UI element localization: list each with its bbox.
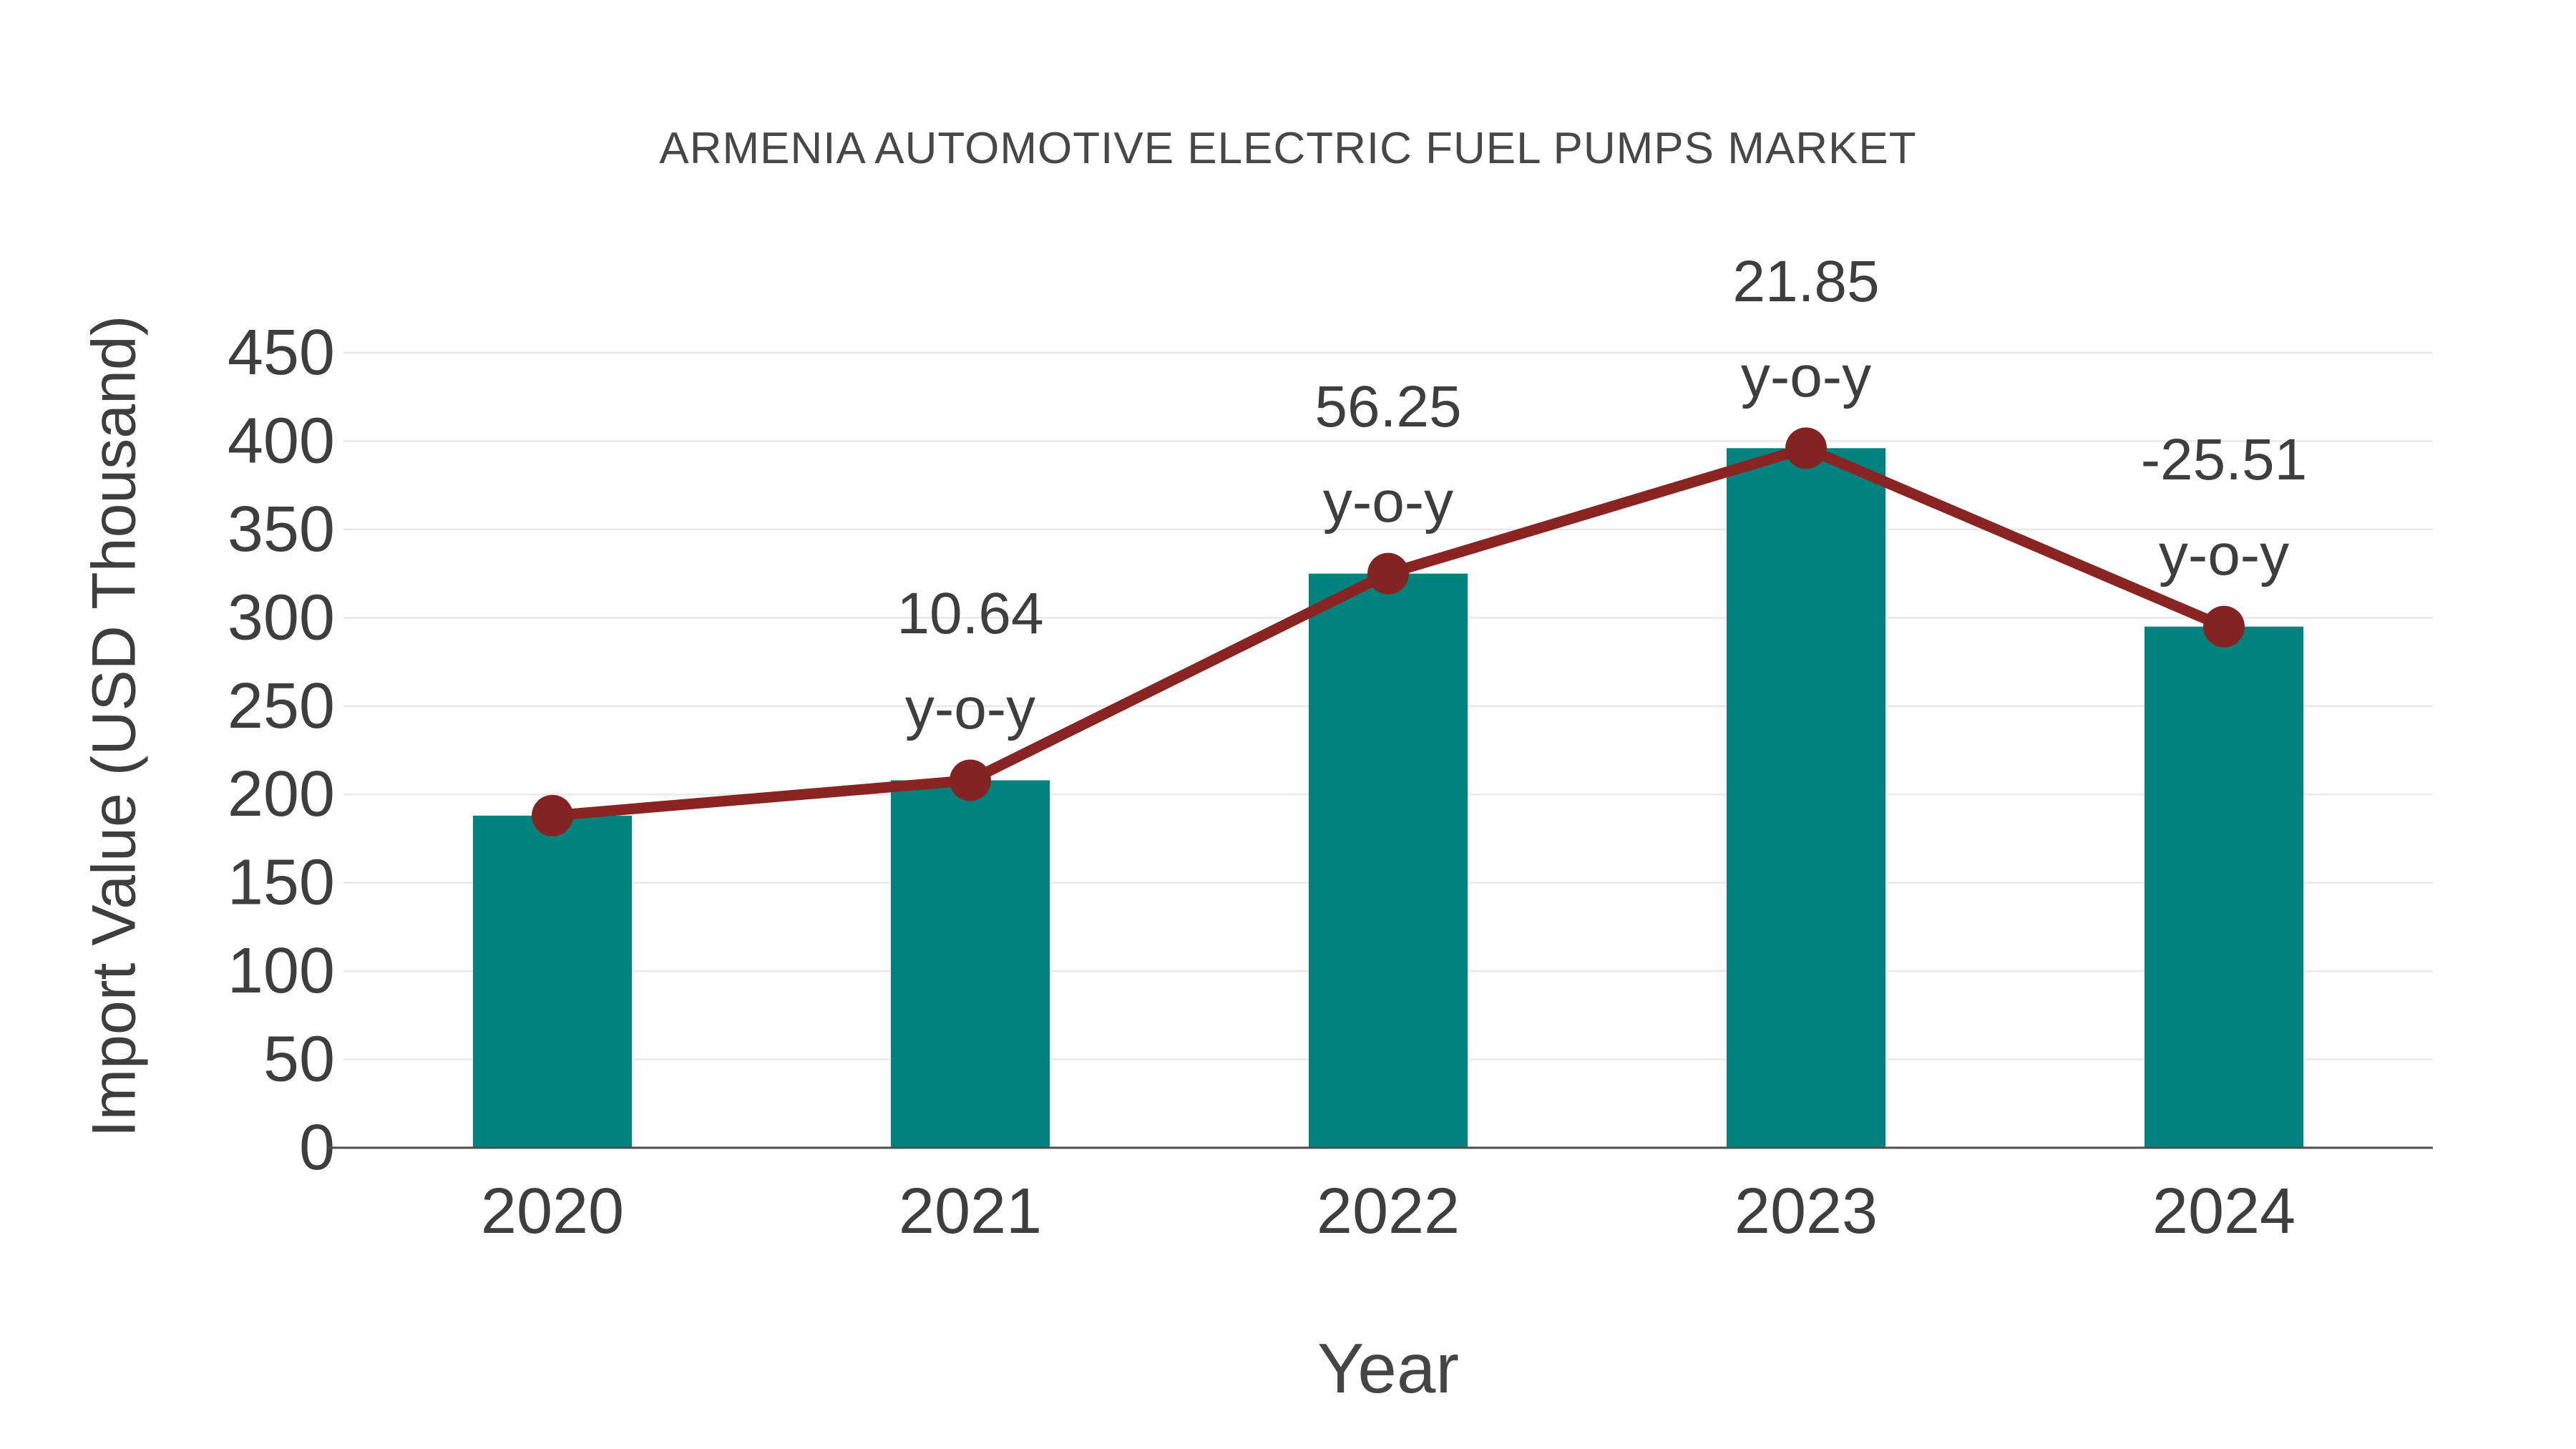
x-tick-label-2021: 2021 <box>899 1176 1042 1247</box>
x-tick-label-2023: 2023 <box>1735 1176 1878 1247</box>
annotation-2023-value: 21.85 <box>1732 249 1879 314</box>
x-tick-label-2020: 2020 <box>481 1176 624 1247</box>
y-tick-label: 50 <box>263 1024 335 1096</box>
y-tick-label: 300 <box>228 582 335 653</box>
marker-2023 <box>1785 427 1827 469</box>
annotation-2022-value: 56.25 <box>1314 374 1461 439</box>
marker-2024 <box>2203 605 2245 648</box>
annotation-2022-suffix: y-o-y <box>1323 469 1453 535</box>
y-tick-label: 200 <box>228 758 335 830</box>
y-tick-label: 350 <box>228 494 335 565</box>
annotation-2023-suffix: y-o-y <box>1741 344 1871 409</box>
y-tick-label: 150 <box>228 847 335 919</box>
x-tick-label-2022: 2022 <box>1317 1176 1460 1247</box>
bar-2022 <box>1309 573 1468 1148</box>
marker-2022 <box>1367 552 1409 595</box>
marker-2021 <box>950 759 991 801</box>
y-tick-label: 450 <box>228 317 335 389</box>
bar-2021 <box>891 780 1050 1148</box>
annotation-2021-suffix: y-o-y <box>905 676 1035 741</box>
x-axis-title: Year <box>1317 1329 1459 1407</box>
annotation-2024-suffix: y-o-y <box>2159 522 2289 587</box>
y-tick-label: 100 <box>228 935 335 1007</box>
x-tick-label-2024: 2024 <box>2152 1176 2296 1247</box>
bar-2020 <box>473 815 632 1148</box>
marker-2020 <box>532 794 573 836</box>
annotation-2024-value: -25.51 <box>2141 427 2308 492</box>
annotation-2021-value: 10.64 <box>897 581 1043 646</box>
bar-2024 <box>2145 626 2303 1148</box>
chart-title: ARMENIA AUTOMOTIVE ELECTRIC FUEL PUMPS M… <box>659 124 1917 173</box>
y-tick-label: 250 <box>228 670 335 742</box>
y-tick-label: 400 <box>228 405 335 477</box>
bar-2023 <box>1727 448 1885 1148</box>
